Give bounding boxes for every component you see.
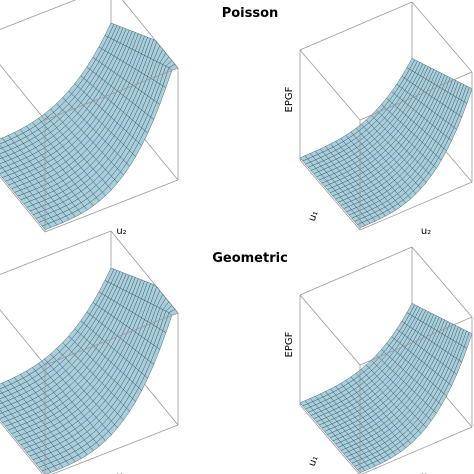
box-edge [0, 230, 112, 275]
surface-plot [0, 230, 179, 474]
box-edge [299, 246, 413, 296]
surface-facet [463, 87, 473, 104]
box-edge [411, 246, 473, 318]
axis-label: u₁ [0, 450, 2, 463]
axis-label: EPGF [284, 331, 295, 357]
box-edge [0, 421, 44, 474]
section-title: Geometric [212, 251, 288, 266]
surface-plot [299, 246, 473, 474]
axis-label: EPGF [284, 86, 295, 112]
box-edge [299, 1, 413, 51]
axis-label: u₂ [421, 471, 431, 474]
box-edge [411, 1, 473, 73]
box-edge [0, 0, 77, 30]
surface-facet [463, 332, 473, 349]
axis-label: u₂ [116, 471, 126, 474]
axis-label: u₁ [0, 205, 2, 218]
box-edge [361, 426, 473, 474]
box-edge [299, 159, 361, 231]
box-edge [44, 67, 179, 121]
section-title: Poisson [222, 6, 279, 21]
box-edge [359, 316, 473, 366]
box-edge [0, 176, 46, 233]
box-edge [44, 179, 179, 233]
surface-plot [299, 1, 473, 231]
box-edge [359, 71, 473, 121]
box-edge [0, 309, 46, 366]
box-edge [359, 181, 473, 231]
box-edge [299, 404, 360, 474]
surface-plot [0, 0, 179, 233]
axis-label: u₁ [307, 209, 321, 222]
box-edge [299, 294, 361, 366]
box-edge [299, 49, 361, 121]
box-edge [0, 64, 46, 121]
axis-label: u₂ [421, 226, 431, 237]
box-edge [44, 312, 179, 366]
axis-label: u₁ [307, 454, 321, 467]
axis-label: u₂ [116, 226, 126, 237]
box-edge [51, 424, 179, 474]
